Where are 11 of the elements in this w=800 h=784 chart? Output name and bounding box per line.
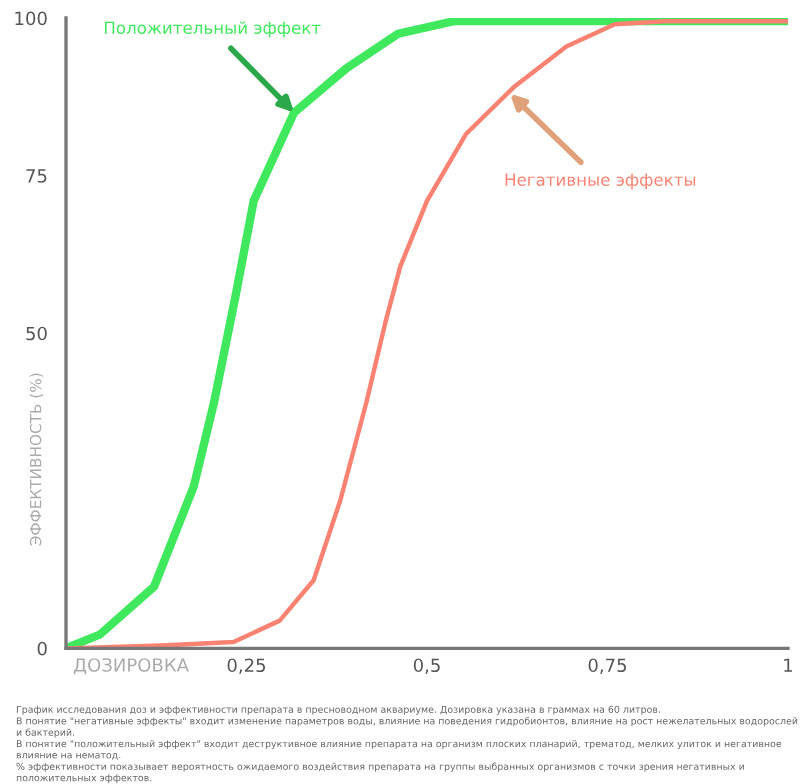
x-tick-label: 1 bbox=[784, 658, 793, 672]
x-tick-label: 0,5 bbox=[413, 658, 440, 674]
y-tick-label: 100 bbox=[15, 11, 47, 26]
y-tick-label: 75 bbox=[26, 169, 47, 183]
annotation: Положительный эффект bbox=[104, 21, 321, 38]
y-tick-label: 0 bbox=[37, 641, 47, 656]
x-axis-title: ДОЗИРОВКА bbox=[73, 658, 189, 675]
y-tick-label: 50 bbox=[26, 326, 47, 341]
x-tick-label: 0,25 bbox=[227, 658, 266, 674]
annotation: Негативные эффекты bbox=[505, 173, 696, 190]
x-tick-label: 0,75 bbox=[588, 658, 627, 674]
